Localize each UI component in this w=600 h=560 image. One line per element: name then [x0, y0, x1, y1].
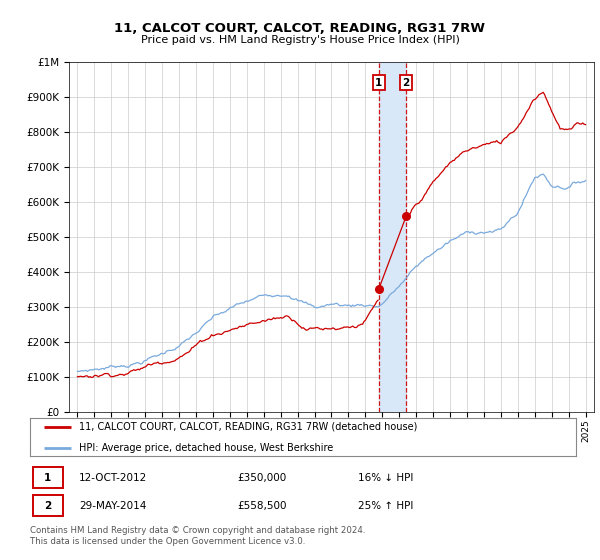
Text: Contains HM Land Registry data © Crown copyright and database right 2024.
This d: Contains HM Land Registry data © Crown c… — [30, 526, 365, 546]
Text: 2: 2 — [403, 78, 410, 87]
Text: Price paid vs. HM Land Registry's House Price Index (HPI): Price paid vs. HM Land Registry's House … — [140, 35, 460, 45]
Text: 16% ↓ HPI: 16% ↓ HPI — [358, 473, 413, 483]
Text: £350,000: £350,000 — [238, 473, 287, 483]
Bar — [379, 62, 406, 412]
Text: 2: 2 — [44, 501, 52, 511]
Text: 11, CALCOT COURT, CALCOT, READING, RG31 7RW: 11, CALCOT COURT, CALCOT, READING, RG31 … — [115, 22, 485, 35]
Text: 1: 1 — [44, 473, 52, 483]
Text: 11, CALCOT COURT, CALCOT, READING, RG31 7RW (detached house): 11, CALCOT COURT, CALCOT, READING, RG31 … — [79, 422, 418, 432]
Text: 1: 1 — [375, 78, 382, 87]
Text: 25% ↑ HPI: 25% ↑ HPI — [358, 501, 413, 511]
Text: 12-OCT-2012: 12-OCT-2012 — [79, 473, 148, 483]
Text: HPI: Average price, detached house, West Berkshire: HPI: Average price, detached house, West… — [79, 443, 334, 453]
FancyBboxPatch shape — [33, 495, 63, 516]
Text: 29-MAY-2014: 29-MAY-2014 — [79, 501, 146, 511]
Text: £558,500: £558,500 — [238, 501, 287, 511]
FancyBboxPatch shape — [33, 467, 63, 488]
